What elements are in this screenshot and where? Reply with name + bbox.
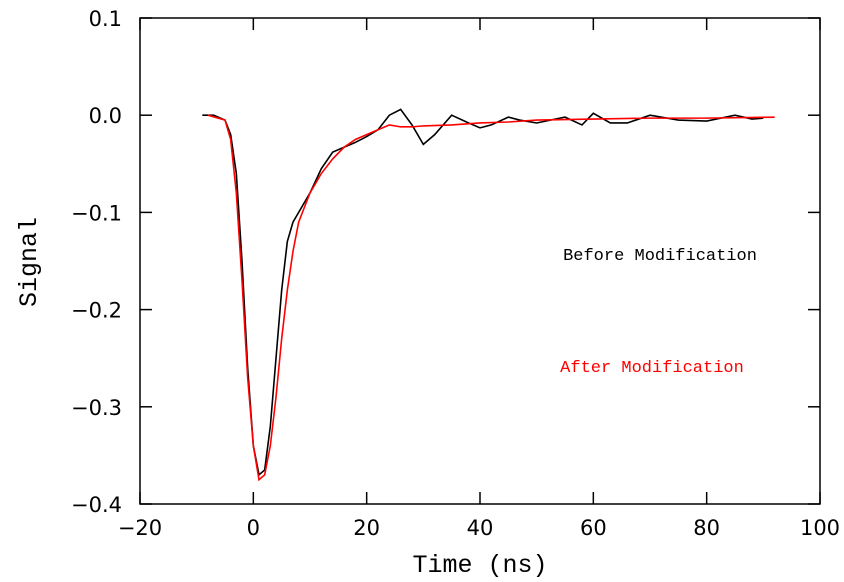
x-tick-label: 60 [580,516,607,540]
y-tick-label: 0.0 [89,104,122,128]
x-tick-label: 100 [800,516,840,540]
y-tick-label: −0.3 [71,396,122,420]
y-axis-label: Signal [15,217,44,307]
y-tick-label: 0.1 [89,7,122,31]
legend-label: Before Modification [563,247,757,266]
x-tick-label: 80 [693,516,720,540]
y-tick-label: −0.1 [71,201,122,225]
x-tick-label: −20 [118,516,162,540]
y-tick-label: −0.2 [71,299,122,323]
x-axis-label: Time (ns) [412,551,547,580]
x-tick-label: 20 [353,516,380,540]
x-tick-label: 40 [467,516,494,540]
y-tick-label: −0.4 [71,493,122,517]
x-tick-label: 0 [247,516,260,540]
series-line [207,114,775,482]
legend-label: After Modification [560,359,744,378]
